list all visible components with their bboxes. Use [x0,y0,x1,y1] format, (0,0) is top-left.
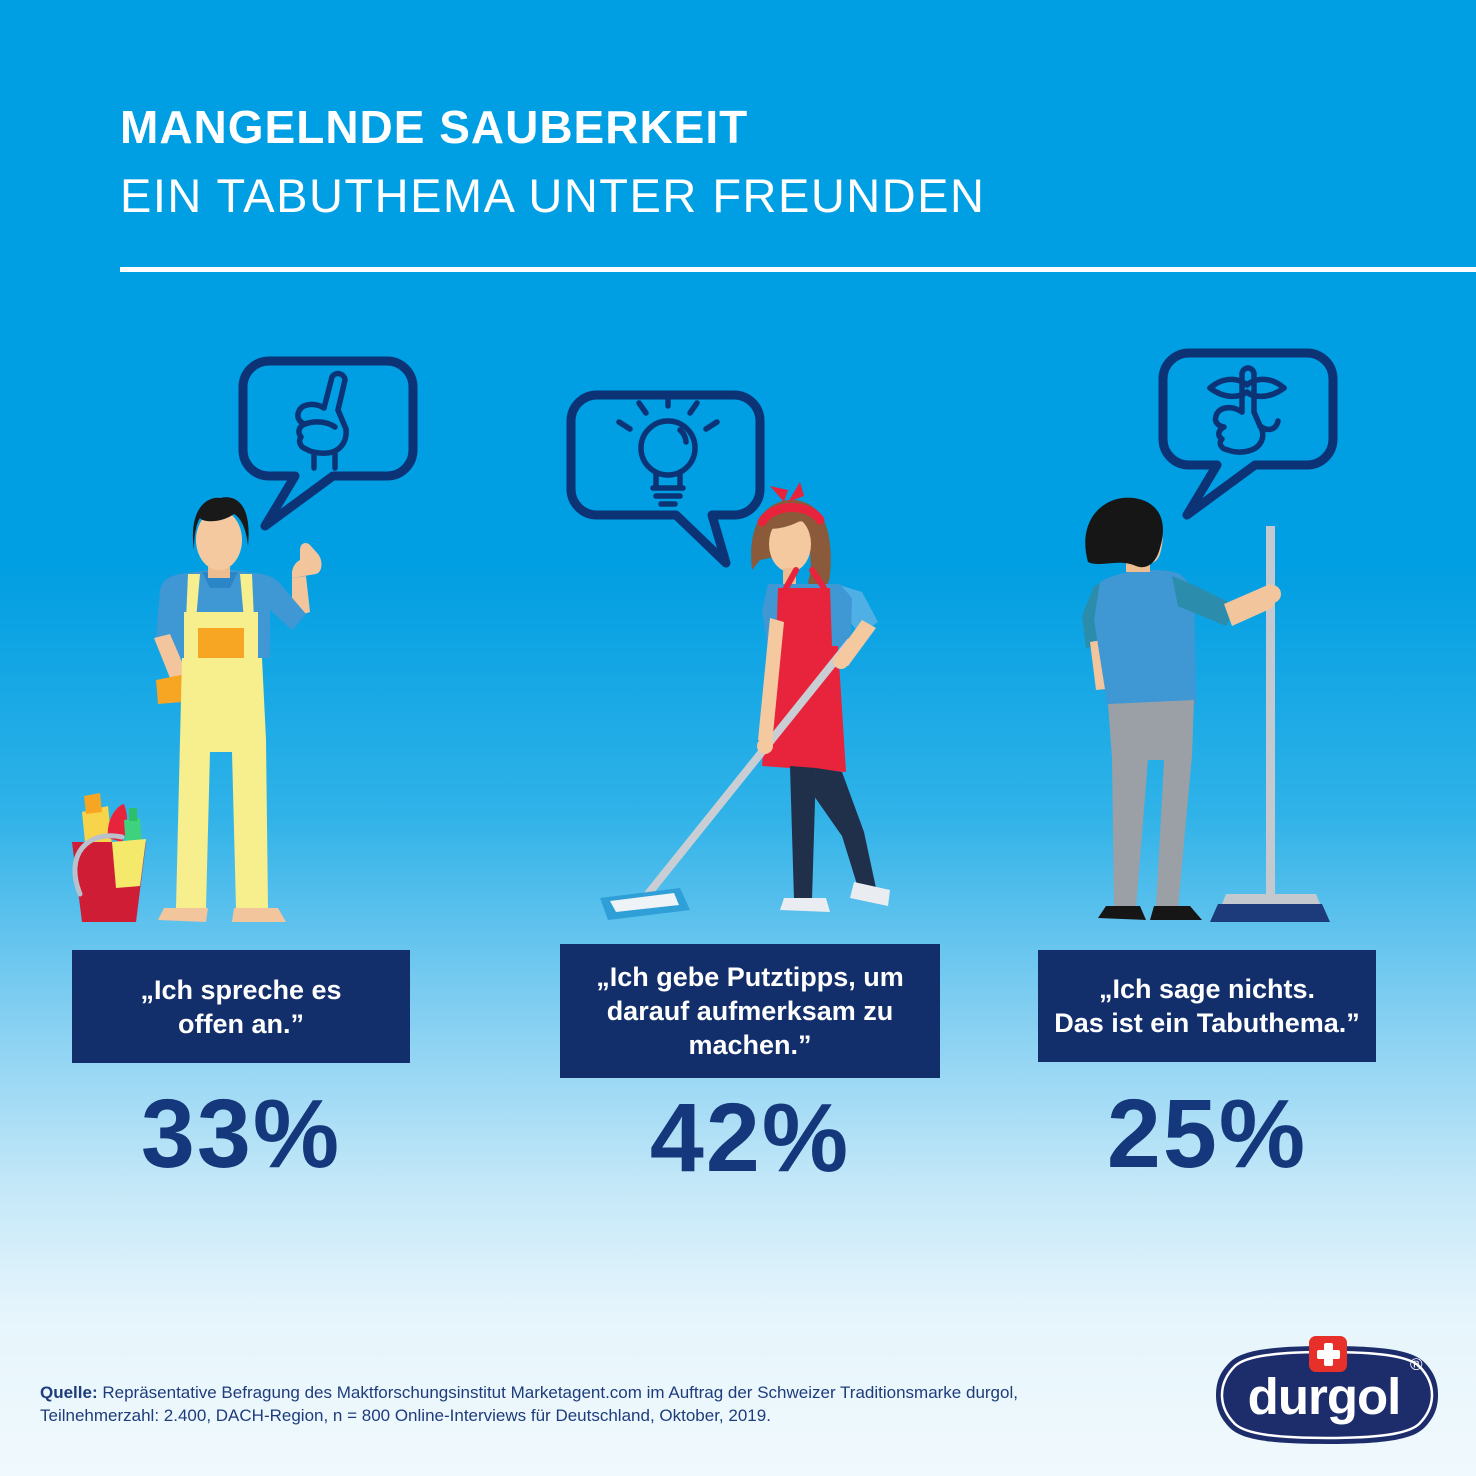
quote-box-2: „Ich gebe Putztipps, um darauf aufmerksa… [560,944,940,1078]
logo-wordmark: durgol [1248,1368,1401,1425]
flat-mop [600,638,854,920]
person-cleaner-man [72,497,322,922]
quote-line: „Ich spreche es [140,974,342,1005]
woman-figure [751,482,890,912]
percentage-value-1: 33% [140,1079,342,1188]
quote-line: machen.” [688,1030,812,1060]
percentage-value-2: 42% [649,1083,851,1192]
percentage-value-3: 25% [1106,1079,1308,1188]
woman-arms [757,618,876,754]
speech-bubble-2 [566,390,765,568]
cleaning-bucket [72,793,146,922]
quote-line: darauf aufmerksam zu [606,996,894,1026]
page-subtitle: EIN TABUTHEMA UNTER FREUNDEN [120,169,986,222]
durgol-logo: durgol ® [1216,1336,1438,1444]
source-label: Quelle: [40,1383,98,1402]
speech-bubble-1 [238,356,418,531]
page-title: MANGELNDE SAUBERKEIT [120,101,749,153]
broom [1210,526,1330,922]
person-silent-man [1082,497,1330,922]
man-figure [154,497,322,922]
lightbulb-icon [616,392,720,507]
source-line-2: Teilnehmerzahl: 2.400, DACH-Region, n = … [40,1406,771,1425]
man-back-figure [1082,497,1281,920]
quote-line: offen an.” [178,1008,304,1039]
quote-line: „Ich gebe Putztipps, um [596,962,904,992]
header-divider [120,267,1476,272]
speech-bubble-3 [1158,348,1338,520]
quote-line: Das ist ein Tabuthema.” [1054,1008,1360,1038]
shush-icon [1207,365,1287,455]
quote-box-3: „Ich sage nichts. Das ist ein Tabuthema.… [1038,950,1376,1062]
person-mopping-woman [600,482,890,920]
source-note: Quelle: Repräsentative Befragung des Mak… [40,1381,1018,1427]
quote-line: „Ich sage nichts. [1098,974,1316,1004]
raised-finger-icon [295,370,349,471]
swiss-cross-icon [1309,1336,1347,1372]
registered-mark: ® [1410,1355,1423,1374]
quote-box-1: „Ich spreche es offen an.” [72,950,410,1063]
source-line-1: Quelle: Repräsentative Befragung des Mak… [40,1383,1018,1402]
